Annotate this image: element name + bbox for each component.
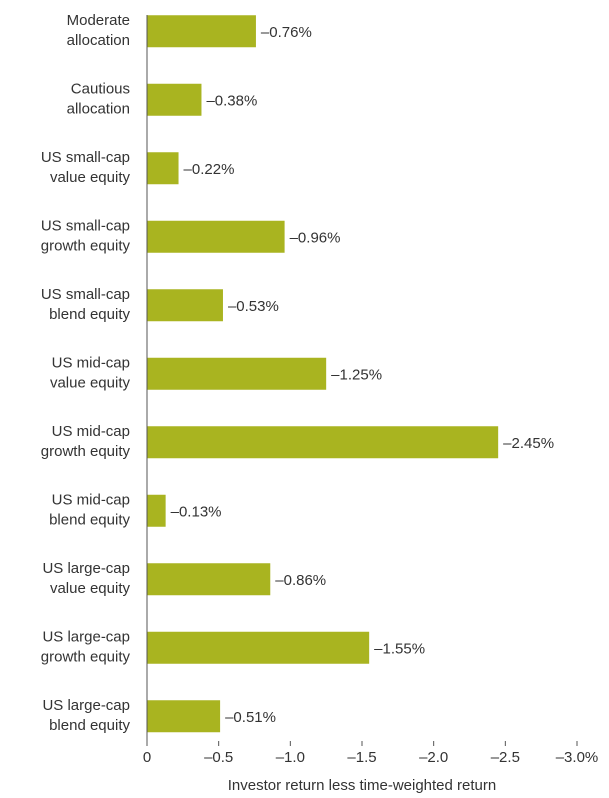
y-tick-label: blend equity bbox=[49, 512, 130, 529]
bar bbox=[147, 152, 179, 185]
y-tick-label: allocation bbox=[67, 101, 130, 118]
x-tick-label: –2.0 bbox=[419, 749, 448, 766]
y-tick-label: value equity bbox=[50, 580, 131, 597]
x-tick-label: –0.5 bbox=[204, 749, 233, 766]
x-tick-label: 0 bbox=[143, 749, 151, 766]
y-tick-label: US small-cap bbox=[41, 218, 130, 235]
value-label: –0.38% bbox=[206, 93, 257, 110]
value-label: –1.25% bbox=[331, 367, 382, 384]
y-tick-label: US large-cap bbox=[42, 697, 130, 714]
value-label: –0.76% bbox=[261, 24, 312, 41]
bar bbox=[147, 631, 370, 664]
bar bbox=[147, 494, 166, 527]
y-tick-label: US mid-cap bbox=[52, 423, 130, 440]
value-label: –0.13% bbox=[171, 504, 222, 521]
bar bbox=[147, 289, 223, 322]
x-tick-label: –1.0 bbox=[276, 749, 305, 766]
y-tick-label: US large-cap bbox=[42, 629, 130, 646]
x-tick-label: –1.5 bbox=[347, 749, 376, 766]
y-tick-label: value equity bbox=[50, 169, 131, 186]
bar bbox=[147, 83, 202, 116]
y-tick-label: US mid-cap bbox=[52, 355, 130, 372]
value-label: –2.45% bbox=[503, 435, 554, 452]
value-label: –0.86% bbox=[275, 572, 326, 589]
y-tick-label: growth equity bbox=[41, 649, 131, 666]
bar bbox=[147, 15, 256, 48]
y-tick-label: US large-cap bbox=[42, 560, 130, 577]
y-tick-label: growth equity bbox=[41, 443, 131, 460]
y-tick-label: US mid-cap bbox=[52, 492, 130, 509]
bar bbox=[147, 563, 271, 596]
x-tick-label: –3.0% bbox=[556, 749, 599, 766]
bar bbox=[147, 426, 499, 459]
x-tick-label: –2.5 bbox=[491, 749, 520, 766]
bar bbox=[147, 357, 327, 390]
y-tick-label: US small-cap bbox=[41, 149, 130, 166]
value-label: –0.53% bbox=[228, 298, 279, 315]
y-tick-label: value equity bbox=[50, 375, 131, 392]
bar bbox=[147, 700, 221, 733]
value-label: –0.51% bbox=[225, 709, 276, 726]
x-axis-title: Investor return less time-weighted retur… bbox=[228, 777, 496, 794]
y-tick-label: allocation bbox=[67, 32, 130, 49]
y-tick-label: growth equity bbox=[41, 238, 131, 255]
y-tick-label: Cautious bbox=[71, 81, 130, 98]
bar bbox=[147, 220, 285, 253]
y-tick-label: blend equity bbox=[49, 717, 130, 734]
value-label: –1.55% bbox=[374, 641, 425, 658]
y-tick-label: Moderate bbox=[67, 12, 130, 29]
y-tick-label: blend equity bbox=[49, 306, 130, 323]
value-label: –0.22% bbox=[184, 161, 235, 178]
y-tick-label: US small-cap bbox=[41, 286, 130, 303]
value-label: –0.96% bbox=[290, 230, 341, 247]
